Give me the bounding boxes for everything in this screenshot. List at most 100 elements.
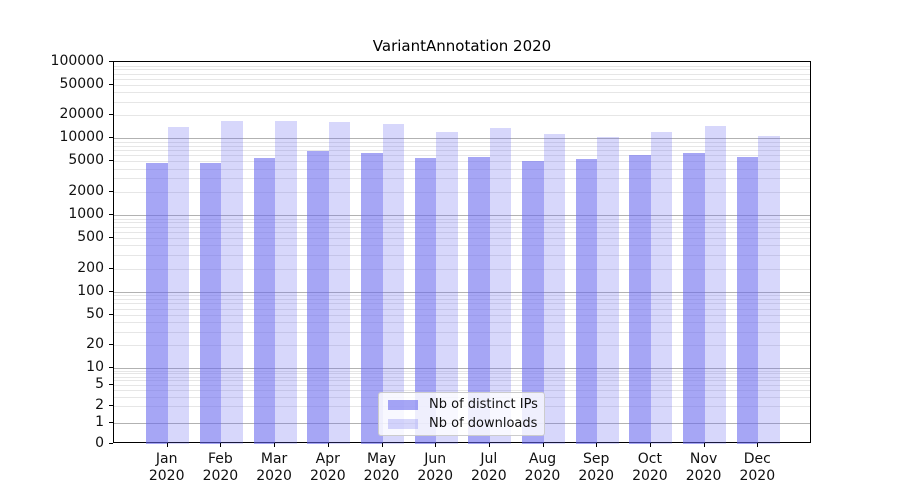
- legend-label-downloads: Nb of downloads: [429, 416, 538, 431]
- y-tick-label: 100: [77, 282, 104, 299]
- y-tick-mark: [109, 313, 113, 315]
- y-tick-label: 10: [86, 359, 104, 375]
- y-tick-mark: [109, 137, 113, 139]
- bar-distinct-ips: [253, 158, 276, 444]
- y-gridline-minor: [114, 73, 810, 75]
- bar-downloads: [167, 126, 190, 444]
- legend-row-downloads: Nb of downloads: [388, 416, 538, 431]
- y-gridline-minor: [114, 78, 810, 80]
- y-gridline-minor: [114, 370, 810, 372]
- y-gridline-minor: [114, 345, 810, 346]
- y-gridline-minor: [114, 321, 810, 323]
- y-gridline-minor: [114, 65, 810, 67]
- y-tick-label: 5: [95, 375, 104, 392]
- legend-swatch-downloads: [388, 418, 418, 429]
- x-tick-mark: [435, 443, 437, 447]
- legend: Nb of distinct IPs Nb of downloads: [378, 392, 545, 436]
- y-tick-label: 1: [95, 414, 104, 430]
- x-tick-label: Jul 2020: [470, 451, 507, 484]
- y-gridline-minor: [114, 141, 810, 143]
- y-gridline-minor: [114, 92, 810, 94]
- x-tick-label: Apr 2020: [309, 451, 346, 484]
- bar-downloads: [597, 137, 619, 444]
- bar-distinct-ips: [146, 162, 168, 444]
- y-tick-mark: [109, 443, 113, 444]
- x-tick-label: Mar 2020: [256, 451, 292, 484]
- y-tick-label: 2000: [68, 182, 104, 199]
- y-tick-mark: [109, 160, 113, 162]
- y-gridline-minor: [114, 373, 810, 375]
- y-gridline-minor: [114, 222, 810, 224]
- bar-downloads: [489, 127, 512, 444]
- bar-distinct-ips: [575, 158, 598, 444]
- y-gridline-minor: [114, 150, 810, 152]
- y-tick-mark: [109, 405, 113, 407]
- bar-distinct-ips: [468, 157, 490, 444]
- bar-downloads: [382, 124, 404, 444]
- legend-swatch-distinct-ips: [388, 399, 418, 410]
- bar-downloads: [650, 132, 673, 444]
- bar-downloads: [436, 132, 458, 444]
- bar-distinct-ips: [307, 150, 329, 444]
- y-gridline-minor: [114, 376, 810, 378]
- x-tick-label: Nov 2020: [685, 451, 722, 484]
- y-gridline-minor: [114, 331, 810, 333]
- y-tick-mark: [109, 237, 113, 238]
- x-tick-mark: [274, 443, 276, 447]
- y-tick-label: 100000: [50, 53, 104, 69]
- bar-downloads: [758, 135, 780, 444]
- bar-downloads: [221, 121, 243, 444]
- legend-row-distinct-ips: Nb of distinct IPs: [388, 397, 538, 412]
- y-gridline-minor: [114, 314, 810, 316]
- y-gridline-minor: [114, 218, 810, 220]
- y-tick-label: 2: [95, 397, 104, 414]
- y-tick-label: 1000: [68, 206, 104, 222]
- y-tick-label: 500: [77, 229, 104, 245]
- y-tick-label: 20000: [59, 106, 104, 123]
- x-tick-label: Jun 2020: [417, 451, 453, 484]
- y-tick-mark: [109, 84, 113, 85]
- y-gridline-minor: [114, 245, 810, 247]
- chart-title: VariantAnnotation 2020: [372, 37, 552, 55]
- x-tick-label: May 2020: [363, 451, 400, 484]
- bar-downloads: [275, 120, 297, 444]
- bar-distinct-ips: [629, 155, 651, 444]
- y-tick-mark: [109, 214, 113, 215]
- y-gridline-minor: [114, 69, 810, 71]
- y-tick-label: 50000: [59, 76, 104, 92]
- x-tick-mark: [649, 443, 651, 447]
- x-tick-label: Feb 2020: [202, 451, 239, 484]
- y-gridline-minor: [114, 255, 810, 256]
- y-tick-label: 10000: [59, 129, 104, 146]
- bar-distinct-ips: [736, 157, 759, 444]
- bar-downloads: [704, 126, 727, 444]
- y-gridline-minor: [114, 303, 810, 305]
- bar-distinct-ips: [683, 152, 705, 444]
- y-tick-mark: [109, 344, 113, 345]
- y-gridline-minor: [114, 161, 810, 163]
- y-gridline-minor: [114, 298, 810, 300]
- x-tick-label: Sep 2020: [578, 451, 614, 484]
- y-tick-mark: [109, 290, 113, 292]
- y-gridline-minor: [114, 232, 810, 233]
- y-gridline-major: [114, 215, 810, 216]
- x-tick-mark: [166, 443, 168, 447]
- bar-distinct-ips: [199, 162, 222, 444]
- y-gridline-major: [114, 291, 810, 293]
- x-tick-mark: [542, 443, 544, 447]
- y-gridline-minor: [114, 380, 810, 382]
- x-tick-label: Aug 2020: [524, 451, 561, 484]
- y-tick-label: 5000: [68, 152, 104, 169]
- y-gridline-minor: [114, 226, 810, 228]
- y-gridline-minor: [114, 389, 810, 391]
- y-gridline-minor: [114, 145, 810, 147]
- y-gridline-minor: [114, 178, 810, 180]
- bar-distinct-ips: [361, 153, 383, 444]
- y-tick-mark: [109, 190, 113, 192]
- x-tick-mark: [703, 443, 705, 447]
- bar-downloads: [543, 133, 565, 444]
- y-gridline-minor: [114, 384, 810, 386]
- y-tick-mark: [109, 61, 113, 62]
- bar-distinct-ips: [414, 157, 437, 444]
